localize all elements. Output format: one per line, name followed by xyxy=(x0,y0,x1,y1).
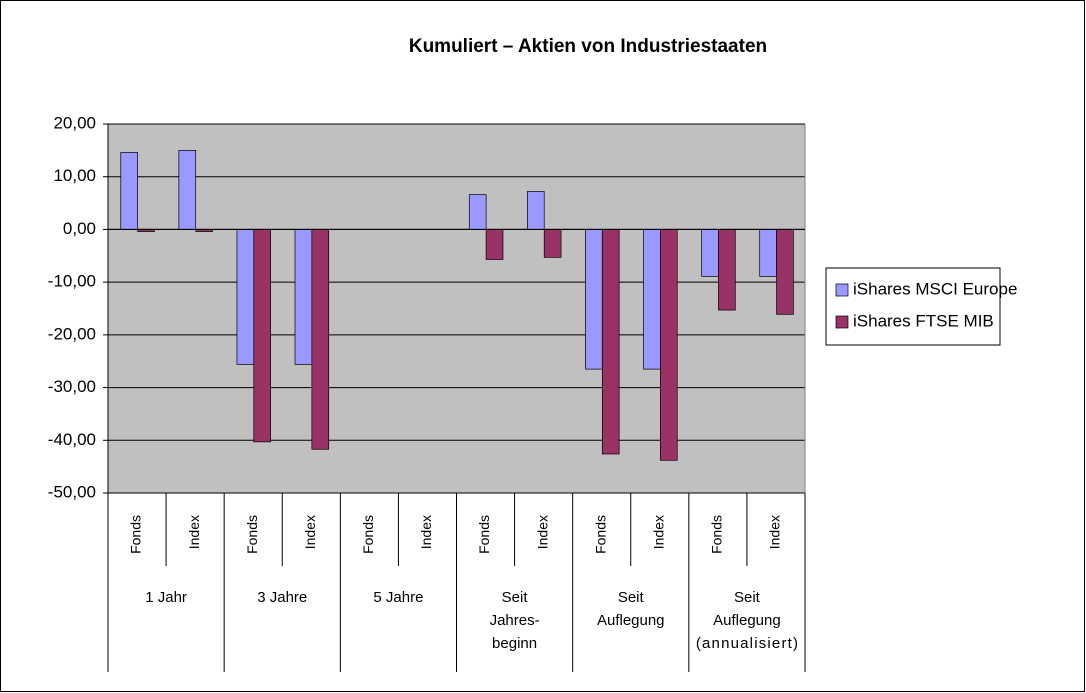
x-tick-label: Index xyxy=(650,515,666,549)
group-label: (annualisiert) xyxy=(696,635,798,652)
bar xyxy=(294,229,313,365)
bar xyxy=(236,229,255,365)
y-tick-label: 10,00 xyxy=(53,166,96,185)
x-tick-label: Fonds xyxy=(244,515,260,554)
y-tick-label: 0,00 xyxy=(63,219,96,238)
x-tick-label: Fonds xyxy=(360,515,376,554)
x-tick-label: Fonds xyxy=(476,515,492,554)
group-label: Seit xyxy=(618,589,645,606)
x-tick-label: Index xyxy=(302,515,318,549)
y-tick-label: -50,00 xyxy=(48,482,96,501)
x-tick-label: Index xyxy=(186,515,202,549)
group-label: Seit xyxy=(502,589,529,606)
legend-label: iShares MSCI Europe xyxy=(853,279,1017,298)
x-tick-label: Index xyxy=(418,515,434,549)
x-tick-label: Index xyxy=(534,515,550,549)
bar xyxy=(120,152,138,230)
x-tick-label: Fonds xyxy=(592,515,608,554)
group-label: Auflegung xyxy=(597,612,665,629)
x-tick-label: Index xyxy=(767,515,783,549)
plot-area xyxy=(108,124,805,493)
bar xyxy=(485,229,504,260)
bar xyxy=(759,229,777,277)
y-tick-label: -30,00 xyxy=(48,377,96,396)
group-label: Seit xyxy=(734,589,761,606)
y-tick-label: -10,00 xyxy=(48,272,96,291)
bar xyxy=(178,150,197,230)
bar xyxy=(311,229,330,450)
bar xyxy=(543,229,562,258)
bar xyxy=(585,229,603,370)
legend-label: iShares FTSE MIB xyxy=(853,311,994,330)
chart-title: Kumuliert – Aktien von Industriestaaten xyxy=(409,36,767,57)
x-tick-label: Fonds xyxy=(709,515,725,554)
bar xyxy=(701,229,719,277)
bar xyxy=(643,229,661,370)
group-label: 5 Jahre xyxy=(373,589,423,606)
y-tick-label: -20,00 xyxy=(48,324,96,343)
bar xyxy=(253,229,271,443)
group-label: Auflegung xyxy=(713,612,781,629)
legend-swatch xyxy=(835,315,849,329)
bar xyxy=(601,229,620,455)
group-label: 1 Jahr xyxy=(145,589,187,606)
bar xyxy=(527,191,545,230)
group-label: beginn xyxy=(492,635,537,652)
x-tick-label: Fonds xyxy=(128,515,144,554)
legend-swatch xyxy=(835,283,849,297)
bar xyxy=(660,229,678,461)
bar xyxy=(776,229,794,315)
group-label: Jahres- xyxy=(490,612,540,629)
y-tick-label: -40,00 xyxy=(48,430,96,449)
legend-box xyxy=(825,267,1001,346)
bar xyxy=(468,194,487,230)
y-tick-label: 20,00 xyxy=(53,113,96,132)
bar xyxy=(718,229,736,311)
group-label: 3 Jahre xyxy=(257,589,307,606)
